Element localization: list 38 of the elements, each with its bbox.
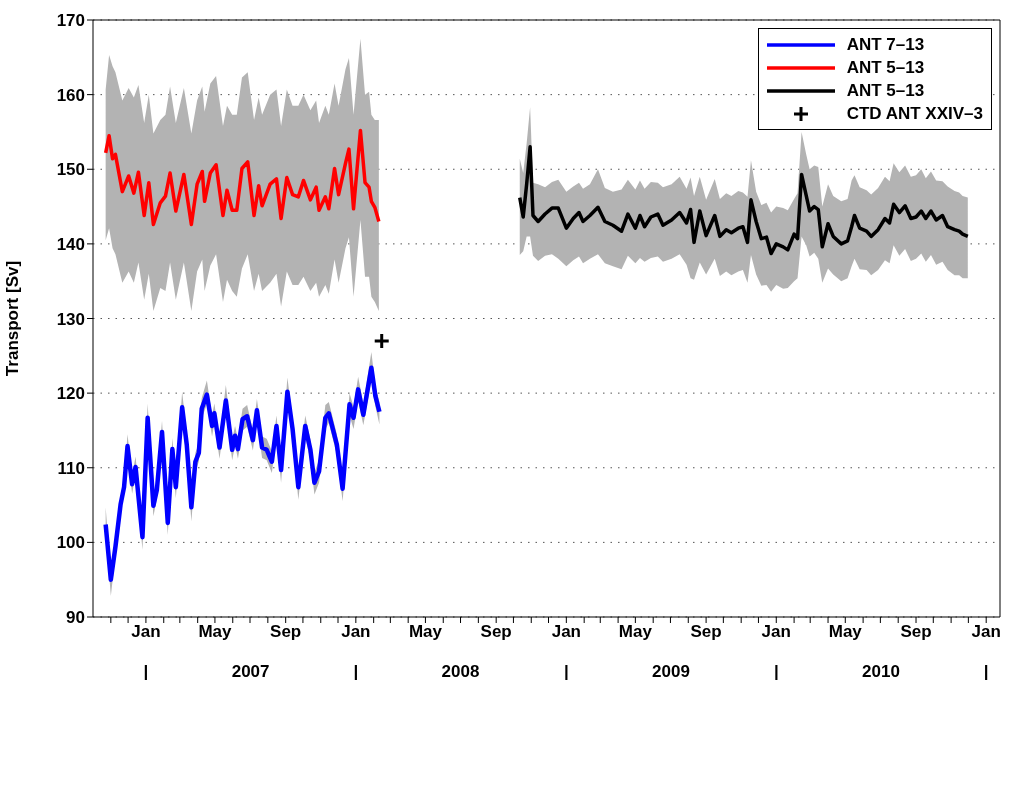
y-tick-label: 140	[56, 234, 85, 254]
x-tick-label: Jan	[971, 622, 1001, 642]
y-tick-label: 160	[56, 85, 85, 105]
x2-tick-label: 2010	[862, 662, 900, 682]
legend-label: ANT 7–13	[846, 34, 925, 55]
x2-tick-label: |	[773, 662, 779, 682]
y-tick-label: 130	[56, 309, 85, 329]
legend-label: CTD ANT XXIV–3	[846, 103, 983, 124]
x-tick-label: Jan	[551, 622, 581, 642]
x2-tick-label: |	[563, 662, 569, 682]
x-tick-label: Jan	[131, 622, 161, 642]
y-tick-label: 120	[56, 384, 85, 404]
x-tick-label: Sep	[900, 622, 932, 642]
legend-label: ANT 5–13	[846, 57, 925, 78]
x-tick-label: Jan	[761, 622, 791, 642]
y-tick-label: 150	[56, 160, 85, 180]
x2-tick-label: 2009	[652, 662, 690, 682]
line-series	[103, 128, 381, 227]
legend-label: ANT 5–13	[846, 80, 925, 101]
x-tick-label: May	[828, 622, 863, 642]
y-tick-label: 110	[57, 458, 85, 478]
x-tick-label: Sep	[690, 622, 722, 642]
x2-tick-label: 2008	[441, 662, 480, 682]
y-axis-title: Transport [Sv]	[3, 260, 23, 377]
x2-tick-label: |	[983, 662, 989, 682]
x-tick-label: Sep	[480, 622, 512, 642]
x2-tick-label: |	[353, 662, 359, 682]
line-series	[518, 145, 970, 256]
y-tick-label: 90	[66, 608, 85, 628]
x-tick-label: Jan	[341, 622, 371, 642]
x-tick-label: May	[198, 622, 233, 642]
x2-tick-label: |	[143, 662, 149, 682]
x-tick-label: Sep	[270, 622, 302, 642]
x2-tick-label: 2007	[231, 662, 270, 682]
y-tick-label: 100	[56, 533, 85, 553]
y-tick-label: 170	[56, 11, 85, 31]
x-tick-label: May	[618, 622, 653, 642]
x-tick-label: May	[408, 622, 443, 642]
